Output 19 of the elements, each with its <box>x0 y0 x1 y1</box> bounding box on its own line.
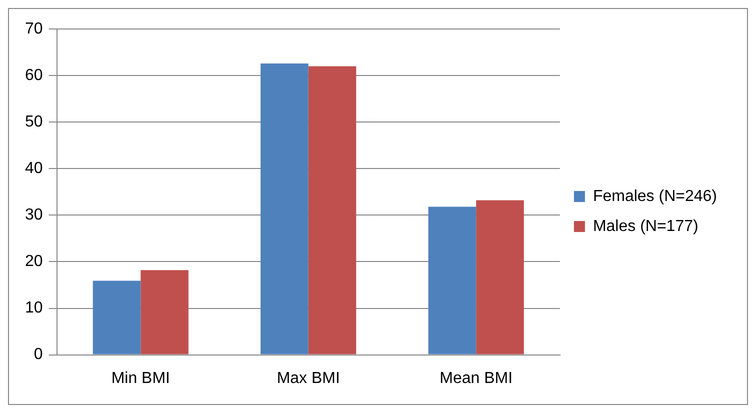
bar <box>260 63 308 354</box>
bar <box>140 270 188 354</box>
x-tick-label: Min BMI <box>111 370 170 387</box>
x-tick-label: Max BMI <box>276 370 340 387</box>
bar <box>92 280 141 354</box>
y-tick-label: 0 <box>34 346 43 364</box>
x-tick-label: Mean BMI <box>440 370 513 387</box>
y-tick-label: 50 <box>25 113 43 130</box>
bar <box>308 66 356 354</box>
legend-label: Males (N=177) <box>592 218 698 235</box>
y-tick-label: 70 <box>25 20 43 38</box>
bar <box>428 206 476 354</box>
legend-label: Females (N=246) <box>592 188 717 205</box>
y-tick-label: 40 <box>25 160 43 178</box>
y-tick-label: 60 <box>25 66 43 84</box>
y-tick-label: 10 <box>25 300 43 317</box>
y-tick-label: 20 <box>25 253 43 270</box>
bar <box>476 200 524 354</box>
y-tick-label: 30 <box>25 206 43 224</box>
